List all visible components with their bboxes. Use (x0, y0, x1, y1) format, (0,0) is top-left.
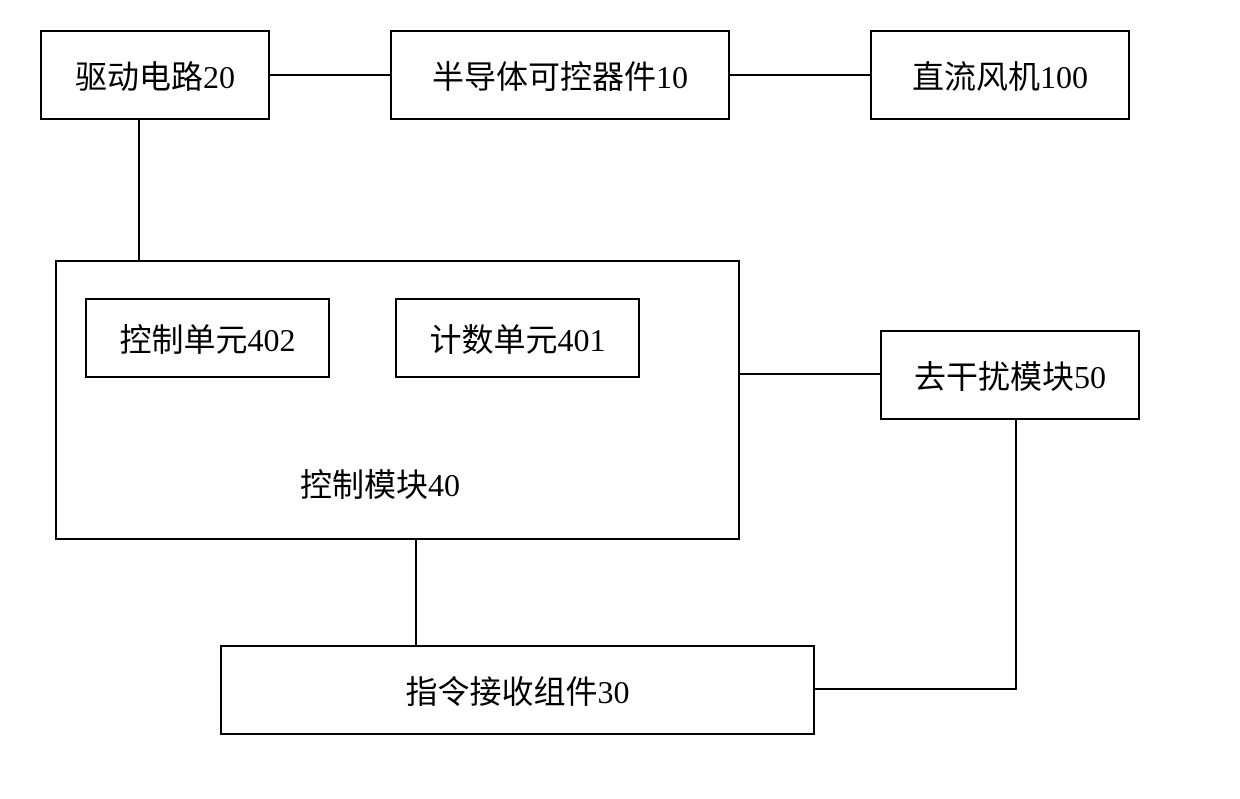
edge-drive-to-module (138, 120, 140, 260)
edge-denoise-to-receiver-v (1015, 420, 1017, 690)
control-unit-label: 控制单元402 (119, 315, 295, 361)
edge-denoise-to-receiver-h (815, 688, 1017, 690)
count-unit-label: 计数单元401 (429, 315, 605, 361)
count-unit-node: 计数单元401 (395, 298, 640, 378)
drive-circuit-label: 驱动电路20 (75, 52, 235, 98)
edge-semiconductor-to-fan (730, 74, 870, 76)
block-diagram: 驱动电路20 半导体可控器件10 直流风机100 控制单元402 计数单元401… (0, 0, 1240, 799)
control-module-caption: 控制模块40 (300, 460, 460, 506)
edge-drive-to-semiconductor (270, 74, 390, 76)
dc-fan-label: 直流风机100 (912, 52, 1088, 98)
instruction-receiver-node: 指令接收组件30 (220, 645, 815, 735)
instruction-receiver-label: 指令接收组件30 (405, 667, 629, 713)
control-module-caption-label: 控制模块40 (300, 467, 460, 503)
semiconductor-device-label: 半导体可控器件10 (432, 52, 688, 98)
semiconductor-device-node: 半导体可控器件10 (390, 30, 730, 120)
drive-circuit-node: 驱动电路20 (40, 30, 270, 120)
control-unit-node: 控制单元402 (85, 298, 330, 378)
edge-module-to-denoise (740, 373, 880, 375)
denoise-module-label: 去干扰模块50 (914, 352, 1106, 398)
edge-module-to-receiver (415, 540, 417, 645)
denoise-module-node: 去干扰模块50 (880, 330, 1140, 420)
dc-fan-node: 直流风机100 (870, 30, 1130, 120)
